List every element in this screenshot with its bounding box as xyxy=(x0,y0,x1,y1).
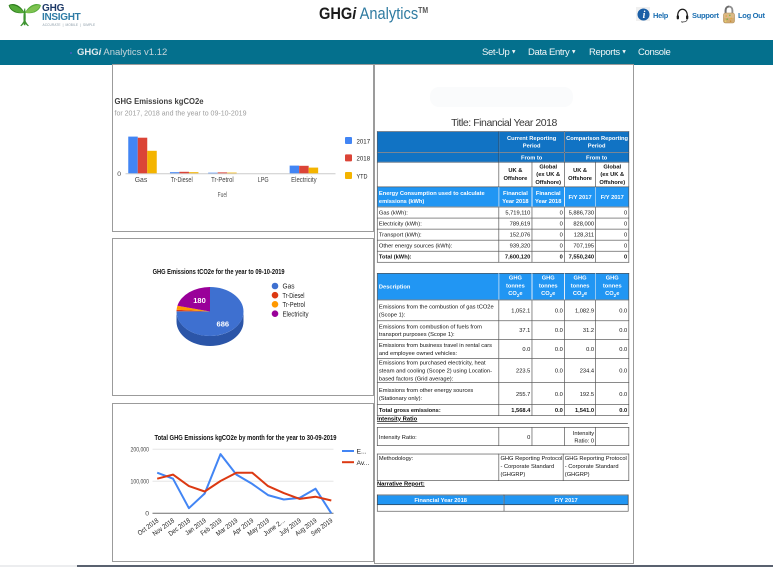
svg-text:E...: E... xyxy=(357,449,367,456)
svg-text:2018: 2018 xyxy=(357,156,371,163)
svg-text:0: 0 xyxy=(117,171,121,178)
svg-text:Tr-Petrol: Tr-Petrol xyxy=(283,302,306,309)
svg-text:100,000: 100,000 xyxy=(131,479,150,486)
svg-text:GHG Emissions kgCO2e: GHG Emissions kgCO2e xyxy=(115,97,204,106)
svg-text:200,000: 200,000 xyxy=(131,447,150,454)
svg-text:Tr-Diesel: Tr-Diesel xyxy=(171,177,193,184)
svg-text:Av...: Av... xyxy=(357,460,370,467)
svg-text:i: i xyxy=(643,10,646,21)
svg-text:LPG: LPG xyxy=(258,177,269,184)
svg-text:Gas: Gas xyxy=(135,177,148,184)
svg-text:Electricity: Electricity xyxy=(283,311,309,318)
svg-text:Tr-Petrol: Tr-Petrol xyxy=(211,177,234,184)
svg-text:2017: 2017 xyxy=(357,138,371,145)
svg-text:686: 686 xyxy=(217,320,230,329)
svg-text:Electricity: Electricity xyxy=(291,177,317,184)
svg-text:180: 180 xyxy=(193,296,206,305)
svg-text:Tr-Diesel: Tr-Diesel xyxy=(283,293,305,300)
svg-text:for 2017, 2018 and the year to: for 2017, 2018 and the year to 09-10-201… xyxy=(115,108,247,117)
svg-text:Gas: Gas xyxy=(283,284,295,291)
svg-text:Fuel: Fuel xyxy=(218,192,228,199)
svg-text:YTD: YTD xyxy=(357,173,368,180)
svg-text:GHG Emissions tCO2e for the ye: GHG Emissions tCO2e for the year to 09-1… xyxy=(153,267,285,276)
svg-text:Total GHG Emissions kgCO2e by: Total GHG Emissions kgCO2e by month for … xyxy=(155,433,337,442)
svg-text:0: 0 xyxy=(145,511,149,518)
